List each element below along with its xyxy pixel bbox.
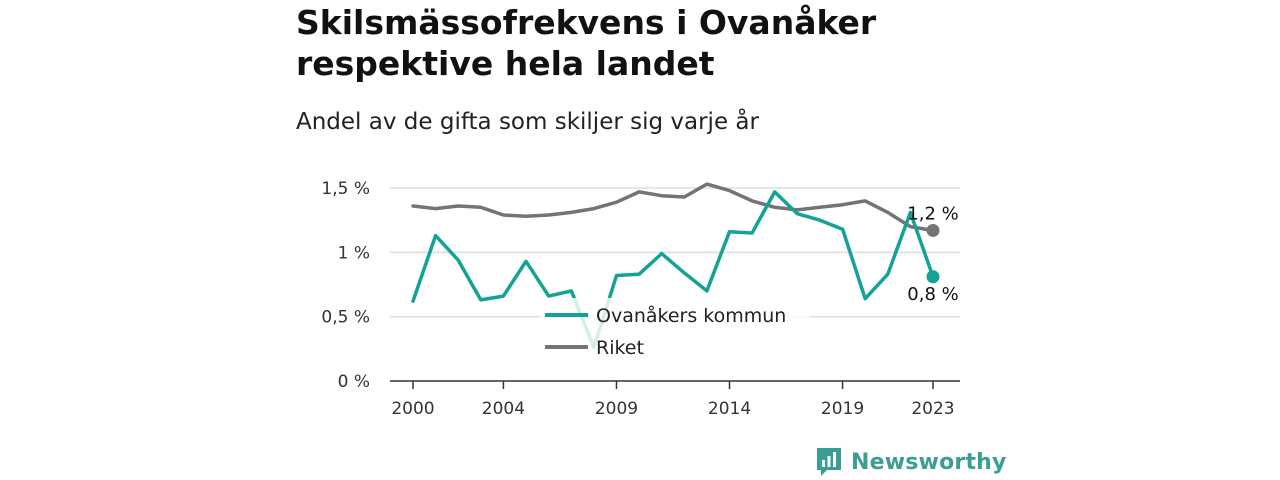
- newsworthy-chart-icon: [817, 448, 841, 476]
- x-tick-label: 2023: [911, 399, 954, 419]
- chart-title: Skilsmässofrekvens i Ovanåker respektive…: [296, 3, 877, 83]
- logo-text: Newsworthy: [851, 449, 1007, 475]
- end-point-marker: [926, 270, 940, 284]
- series-layer: [411, 182, 935, 350]
- y-tick-label: 1,5 %: [321, 179, 370, 199]
- legend-layer: Ovanåkers kommun Riket: [540, 298, 810, 364]
- y-tick-label: 0 %: [338, 372, 370, 392]
- x-tick-label: 2014: [708, 399, 751, 419]
- y-tick-label: 0,5 %: [321, 308, 370, 328]
- axis-layer: 0 % 0,5 % 1 % 1,5 % 2000 2004 2009 2014 2019 2023: [321, 179, 960, 419]
- series-line-riket: [411, 182, 935, 233]
- chart-subtitle: Andel av de gifta som skiljer sig varje …: [296, 109, 759, 135]
- legend-label: Ovanåkers kommun: [596, 304, 786, 327]
- legend-background: [540, 298, 810, 364]
- end-point-marker: [926, 223, 940, 237]
- x-tick-label: 2004: [482, 399, 525, 419]
- legend-label: Riket: [596, 337, 644, 359]
- series-line-ovanaker: [411, 190, 935, 350]
- end-value-label: 1,2 %: [907, 203, 958, 224]
- x-tick-label: 2009: [595, 399, 638, 419]
- newsworthy-logo[interactable]: Newsworthy: [815, 446, 1007, 478]
- y-tick-label: 1 %: [338, 243, 370, 263]
- end-value-label: 0,8 %: [907, 284, 958, 305]
- x-tick-label: 2019: [821, 399, 864, 419]
- label-layer: 0,8 % 1,2 %: [907, 203, 958, 304]
- x-tick-label: 2000: [391, 399, 434, 419]
